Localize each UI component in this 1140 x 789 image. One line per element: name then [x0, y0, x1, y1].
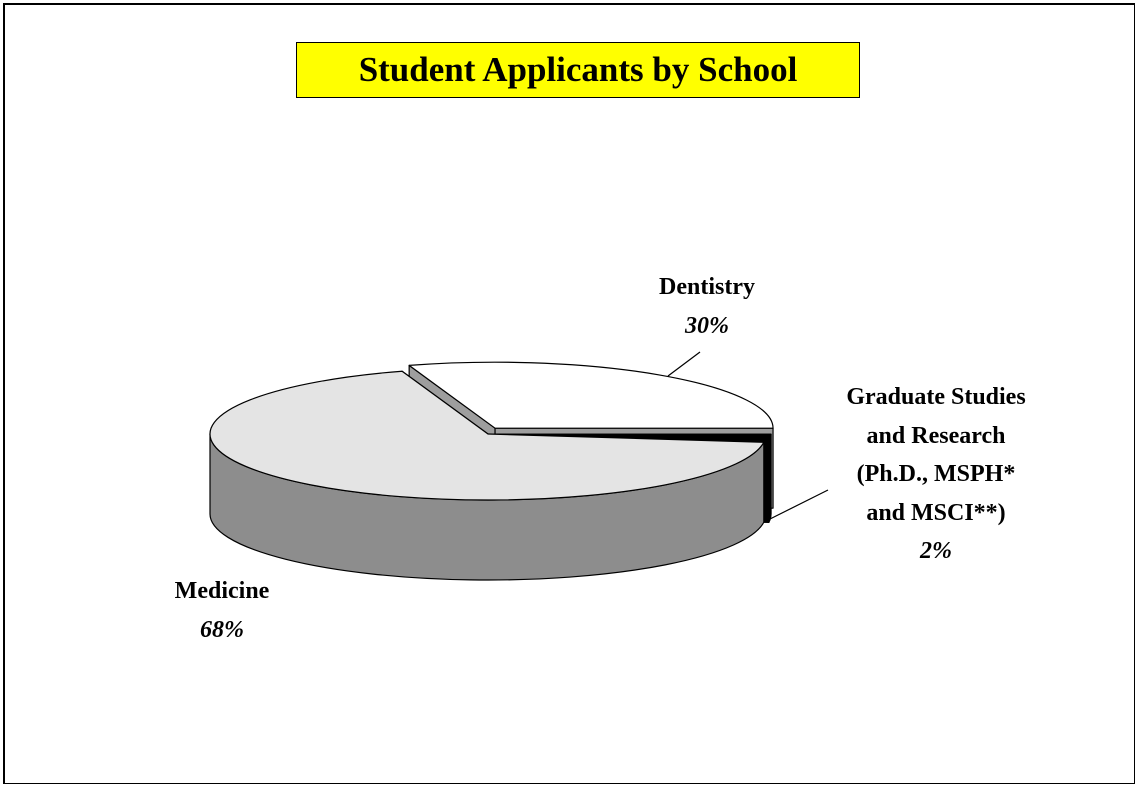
slice-side [768, 433, 772, 524]
category-label: Dentistry [659, 274, 755, 300]
leader-line [765, 489, 829, 522]
value-label: 30% [685, 312, 729, 339]
slice [209, 370, 765, 501]
slice [408, 361, 774, 429]
leader-line [667, 351, 701, 377]
slice-label: Dentistry 30% [607, 268, 807, 345]
slice-label: Medicine 68% [122, 572, 322, 649]
value-label: 68% [200, 616, 244, 643]
value-label: 2% [920, 538, 952, 564]
slice-label: Graduate Studies and Research (Ph.D., MS… [826, 378, 1046, 571]
chart-title: Student Applicants by School [296, 42, 860, 98]
chart-frame [3, 3, 1135, 784]
category-label: Graduate Studies and Research (Ph.D., MS… [846, 384, 1026, 526]
category-label: Medicine [174, 578, 270, 604]
